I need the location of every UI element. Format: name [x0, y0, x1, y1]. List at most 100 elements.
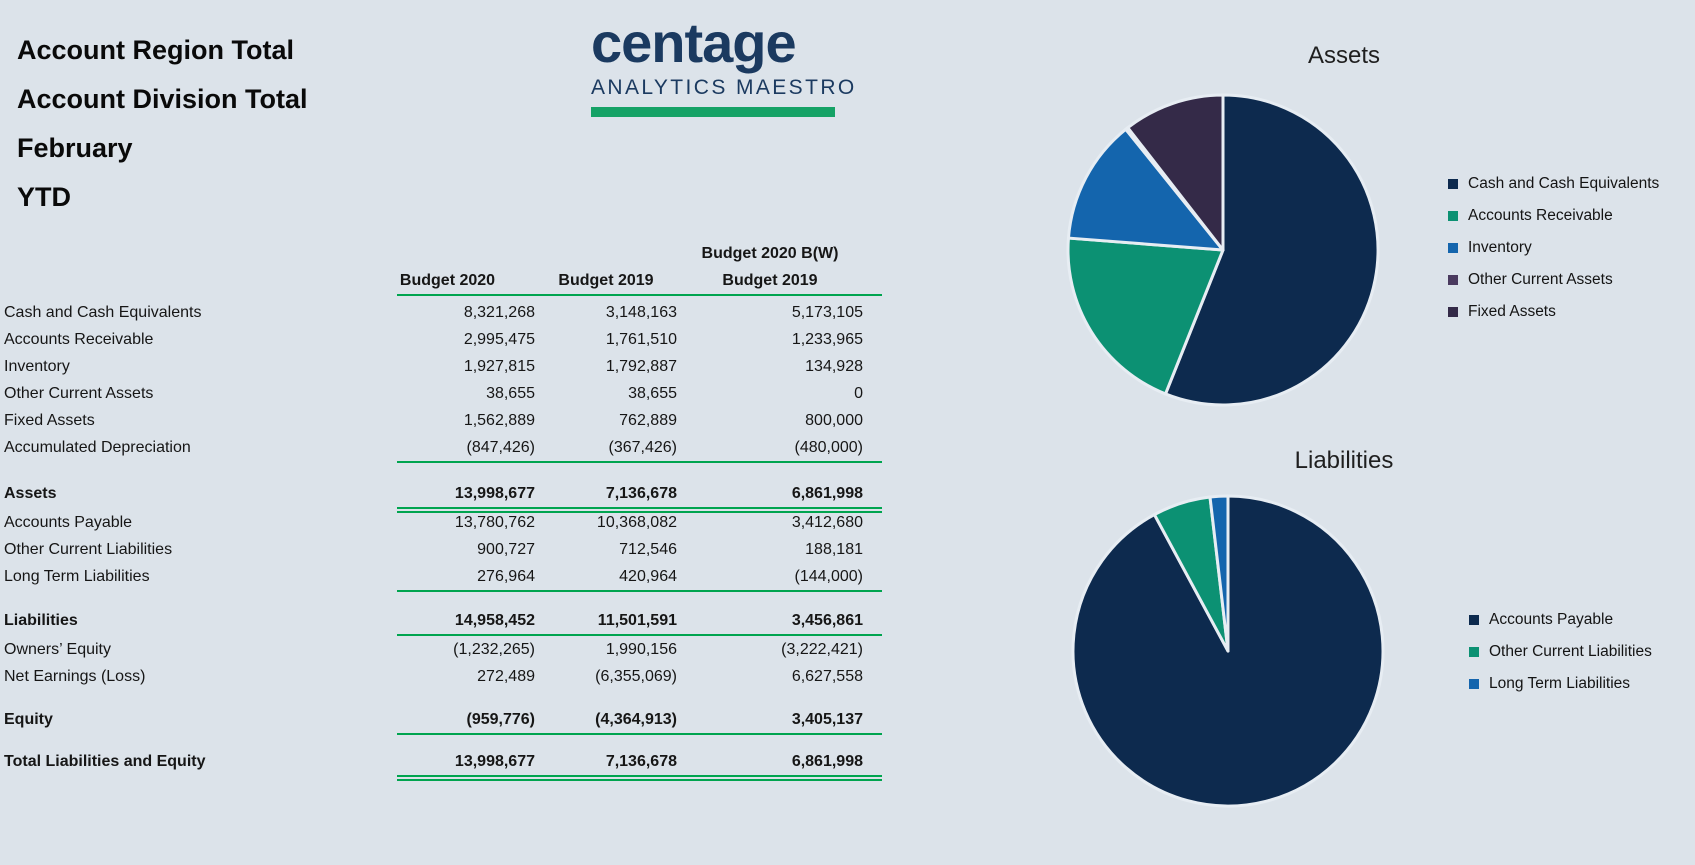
value-budget-2020: (847,426)	[466, 439, 536, 456]
value-budget-2020: 272,489	[477, 668, 535, 685]
table-row-accounts-payable: Accounts Payable 13,780,762 10,368,082 3,41…	[4, 509, 894, 536]
value-budget-2019: 1,990,156	[605, 641, 677, 658]
value-budget-2019: 762,889	[619, 412, 677, 429]
row-label: Total Liabilities and Equity	[4, 753, 206, 770]
value-budget-2019: 38,655	[628, 385, 677, 402]
value-budget-2020: 38,655	[486, 385, 535, 402]
legend-item-accounts-receivable: Accounts Receivable	[1448, 200, 1659, 232]
pie-slice-inventory[interactable]	[1066, 127, 1225, 252]
pie-slice-accounts-receivable[interactable]	[1066, 236, 1225, 396]
value-budget-2020: 8,321,268	[463, 304, 535, 321]
value-bw-budget-2019: 800,000	[805, 412, 863, 429]
liabilities-pie-chart	[1071, 494, 1385, 808]
column-header-bw-line1: Budget 2020 B(W)	[701, 245, 839, 262]
legend-label: Accounts Receivable	[1468, 207, 1613, 224]
pie-slice-long-term-liabilities[interactable]	[1208, 494, 1230, 653]
report-title-february: February	[17, 133, 133, 163]
value-budget-2019: (4,364,913)	[595, 711, 677, 728]
balance-sheet-table: Budget 2020 B(W) Budget 2020 Budget 2019…	[4, 240, 894, 781]
legend-swatch-icon	[1448, 307, 1458, 317]
liabilities-legend: Accounts Payable Other Current Liabilitie…	[1469, 604, 1652, 700]
table-header-row-2: Budget 2020 Budget 2019 Budget 2019	[4, 267, 894, 294]
report-title-block: Account Region Total Account Division Tot…	[17, 26, 308, 222]
value-bw-budget-2019: 5,173,105	[791, 304, 863, 321]
table-rule-double	[397, 775, 882, 781]
table-row-long-term-liabilities: Long Term Liabilities 276,964 420,964 (144,…	[4, 563, 894, 592]
value-budget-2019: 7,136,678	[605, 485, 677, 502]
legend-swatch-icon	[1469, 679, 1479, 689]
value-budget-2019: 1,792,887	[605, 358, 677, 375]
value-bw-budget-2019: 3,456,861	[791, 612, 863, 629]
legend-label: Other Current Liabilities	[1489, 643, 1652, 660]
value-budget-2019: 11,501,591	[597, 612, 677, 629]
table-header-rule	[397, 294, 882, 296]
table-rule-single	[397, 590, 882, 592]
value-bw-budget-2019: 1,233,965	[791, 331, 863, 348]
centage-logo: centage ANALYTICS MAESTRO	[591, 14, 857, 117]
value-budget-2020: 276,964	[477, 568, 535, 585]
value-bw-budget-2019: 134,928	[805, 358, 863, 375]
value-budget-2019: (367,426)	[608, 439, 678, 456]
legend-label: Long Term Liabilities	[1489, 675, 1631, 692]
legend-item-long-term-liabilities: Long Term Liabilities	[1469, 668, 1652, 700]
legend-label: Inventory	[1468, 239, 1532, 256]
legend-label: Other Current Assets	[1468, 271, 1613, 288]
table-rule-double	[397, 507, 882, 513]
value-budget-2020: 14,958,452	[454, 612, 535, 629]
legend-item-fixed-assets: Fixed Assets	[1448, 296, 1659, 328]
table-row-assets: Assets 13,998,677 7,136,678 6,861,998	[4, 480, 894, 513]
legend-label: Accounts Payable	[1489, 611, 1614, 628]
value-budget-2020: 2,995,475	[463, 331, 535, 348]
value-budget-2019: 3,148,163	[605, 304, 677, 321]
table-row-other-current-assets: Other Current Assets 38,655 38,655 0	[4, 380, 894, 407]
value-budget-2019: 10,368,082	[596, 514, 677, 531]
column-header-budget-2020: Budget 2020	[399, 272, 496, 289]
value-budget-2020: 900,727	[477, 541, 535, 558]
legend-item-accounts-payable: Accounts Payable	[1469, 604, 1652, 636]
column-header-bw-line2: Budget 2019	[722, 272, 818, 289]
value-bw-budget-2019: 0	[854, 385, 863, 402]
header-spacer	[4, 267, 360, 294]
header-spacer	[360, 240, 535, 267]
legend-item-other-current-liabilities: Other Current Liabilities	[1469, 636, 1652, 668]
row-label: Accounts Payable	[4, 514, 133, 531]
table-header-row-1: Budget 2020 B(W)	[4, 240, 894, 267]
liabilities-chart-title: Liabilities	[1294, 447, 1394, 474]
value-budget-2019: 7,136,678	[605, 753, 677, 770]
value-bw-budget-2019: (3,222,421)	[781, 641, 863, 658]
value-bw-budget-2019: 188,181	[805, 541, 863, 558]
value-bw-budget-2019: (144,000)	[794, 568, 864, 585]
legend-swatch-icon	[1448, 179, 1458, 189]
legend-label: Fixed Assets	[1468, 303, 1556, 320]
table-row-accumulated-depreciation: Accumulated Depreciation (847,426) (367,42…	[4, 434, 894, 463]
row-label: Other Current Assets	[4, 385, 154, 402]
legend-item-other-current-assets: Other Current Assets	[1448, 264, 1659, 296]
value-bw-budget-2019: 3,405,137	[791, 711, 863, 728]
value-budget-2020: (959,776)	[466, 711, 536, 728]
pie-slice-cash-and-cash-equivalents[interactable]	[1163, 93, 1380, 407]
pie-slice-fixed-assets[interactable]	[1126, 93, 1225, 252]
legend-swatch-icon	[1448, 243, 1458, 253]
logo-green-bar	[591, 107, 835, 117]
value-bw-budget-2019: (480,000)	[794, 439, 864, 456]
row-label: Net Earnings (Loss)	[4, 668, 146, 685]
row-label: Accounts Receivable	[4, 331, 154, 348]
logo-brand-text: centage	[591, 11, 797, 74]
table-rule-single	[397, 634, 882, 636]
value-budget-2020: 13,998,677	[454, 485, 535, 502]
table-row-fixed-assets: Fixed Assets 1,562,889 762,889 800,000	[4, 407, 894, 434]
table-row-owners-equity: Owners’ Equity (1,232,265) 1,990,156 (3,222…	[4, 636, 894, 663]
row-label: Accumulated Depreciation	[4, 439, 191, 456]
table-row-net-earnings-loss: Net Earnings (Loss) 272,489 (6,355,069) 6,6…	[4, 663, 894, 690]
value-budget-2019: (6,355,069)	[595, 668, 677, 685]
legend-swatch-icon	[1469, 647, 1479, 657]
table-rule-single	[397, 733, 882, 735]
table-row-equity: Equity (959,776) (4,364,913) 3,405,137	[4, 706, 894, 735]
row-label: Other Current Liabilities	[4, 541, 173, 558]
table-row-other-current-liabilities: Other Current Liabilities 900,727 712,546 1…	[4, 536, 894, 563]
row-label: Liabilities	[4, 612, 78, 629]
assets-legend: Cash and Cash Equivalents Accounts Receiv…	[1448, 168, 1659, 328]
value-budget-2019: 712,546	[619, 541, 677, 558]
table-row-total-liabilities-and-equity: Total Liabilities and Equity 13,998,677 7,…	[4, 748, 894, 781]
